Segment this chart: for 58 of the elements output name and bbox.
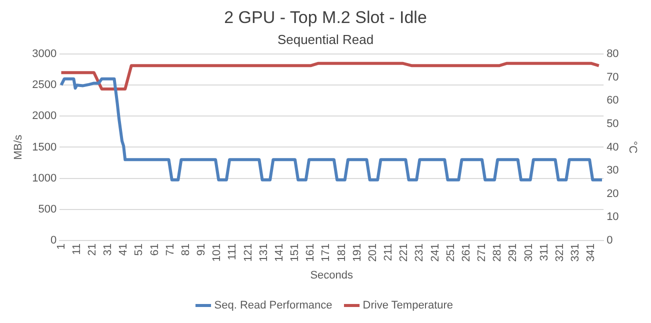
chart-subtitle: Sequential Read: [277, 32, 374, 47]
x-tick-label: 101: [211, 243, 224, 262]
x-tick-label: 271: [476, 243, 488, 262]
x-tick-label: 301: [522, 243, 535, 262]
legend-label: Seq. Read Performance: [214, 300, 332, 312]
x-tick-label: 61: [148, 243, 161, 256]
x-tick-label: 211: [382, 243, 395, 261]
x-tick-label: 121: [242, 243, 254, 262]
x-tick-label: 31: [102, 243, 114, 256]
y2-axis-title: °C: [626, 141, 638, 154]
x-tick-label: 221: [398, 243, 410, 262]
y2-tick-label: 0: [606, 234, 613, 246]
y-tick-label: 0: [50, 234, 57, 246]
x-tick-label: 251: [444, 243, 457, 262]
x-tick-label: 91: [196, 243, 208, 256]
y2-tick-label: 80: [606, 48, 619, 60]
y-tick-label: 1500: [32, 141, 57, 154]
x-tick-label: 321: [554, 243, 566, 262]
x-tick-label: 291: [507, 243, 520, 262]
x-tick-label: 311: [538, 243, 550, 261]
y-tick-label: 2500: [32, 79, 57, 92]
x-tick-label: 41: [118, 243, 130, 256]
y2-tick-label: 50: [606, 118, 619, 130]
x-tick-label: 281: [492, 243, 504, 262]
x-tick-label: 141: [273, 243, 286, 262]
y-tick-label: 1000: [32, 172, 57, 184]
chart-title: 2 GPU - Top M.2 Slot - Idle: [224, 8, 427, 27]
legend-label: Drive Temperature: [362, 300, 454, 312]
y2-tick-label: 60: [606, 94, 619, 107]
y-axis-title: MB/s: [12, 134, 25, 160]
x-tick-label: 1: [55, 243, 68, 250]
x-tick-label: 191: [351, 243, 364, 262]
y-tick-label: 500: [38, 203, 57, 216]
x-tick-label: 181: [336, 243, 348, 262]
x-tick-label: 331: [570, 243, 582, 262]
x-axis-title: Seconds: [310, 269, 354, 282]
x-tick-label: 241: [429, 243, 442, 262]
x-tick-label: 11: [70, 243, 83, 255]
x-tick-label: 341: [585, 243, 598, 262]
y-tick-label: 3000: [32, 48, 57, 60]
x-tick-label: 171: [320, 243, 332, 262]
y2-tick-label: 40: [606, 141, 619, 154]
x-tick-label: 21: [86, 243, 98, 256]
x-tick-label: 261: [460, 243, 472, 262]
x-tick-label: 231: [414, 243, 426, 262]
x-tick-label: 151: [289, 243, 302, 262]
x-tick-label: 201: [366, 243, 379, 262]
y2-tick-label: 20: [606, 188, 619, 200]
x-tick-label: 131: [258, 243, 270, 262]
x-tick-label: 71: [164, 243, 176, 256]
y2-tick-label: 10: [606, 211, 619, 224]
x-tick-label: 81: [180, 243, 192, 256]
y-tick-label: 2000: [32, 110, 57, 122]
x-tick-label: 161: [304, 243, 317, 262]
y2-tick-label: 70: [606, 71, 619, 84]
x-tick-label: 51: [133, 243, 146, 256]
x-tick-label: 111: [226, 243, 239, 260]
y2-tick-label: 30: [606, 164, 619, 177]
